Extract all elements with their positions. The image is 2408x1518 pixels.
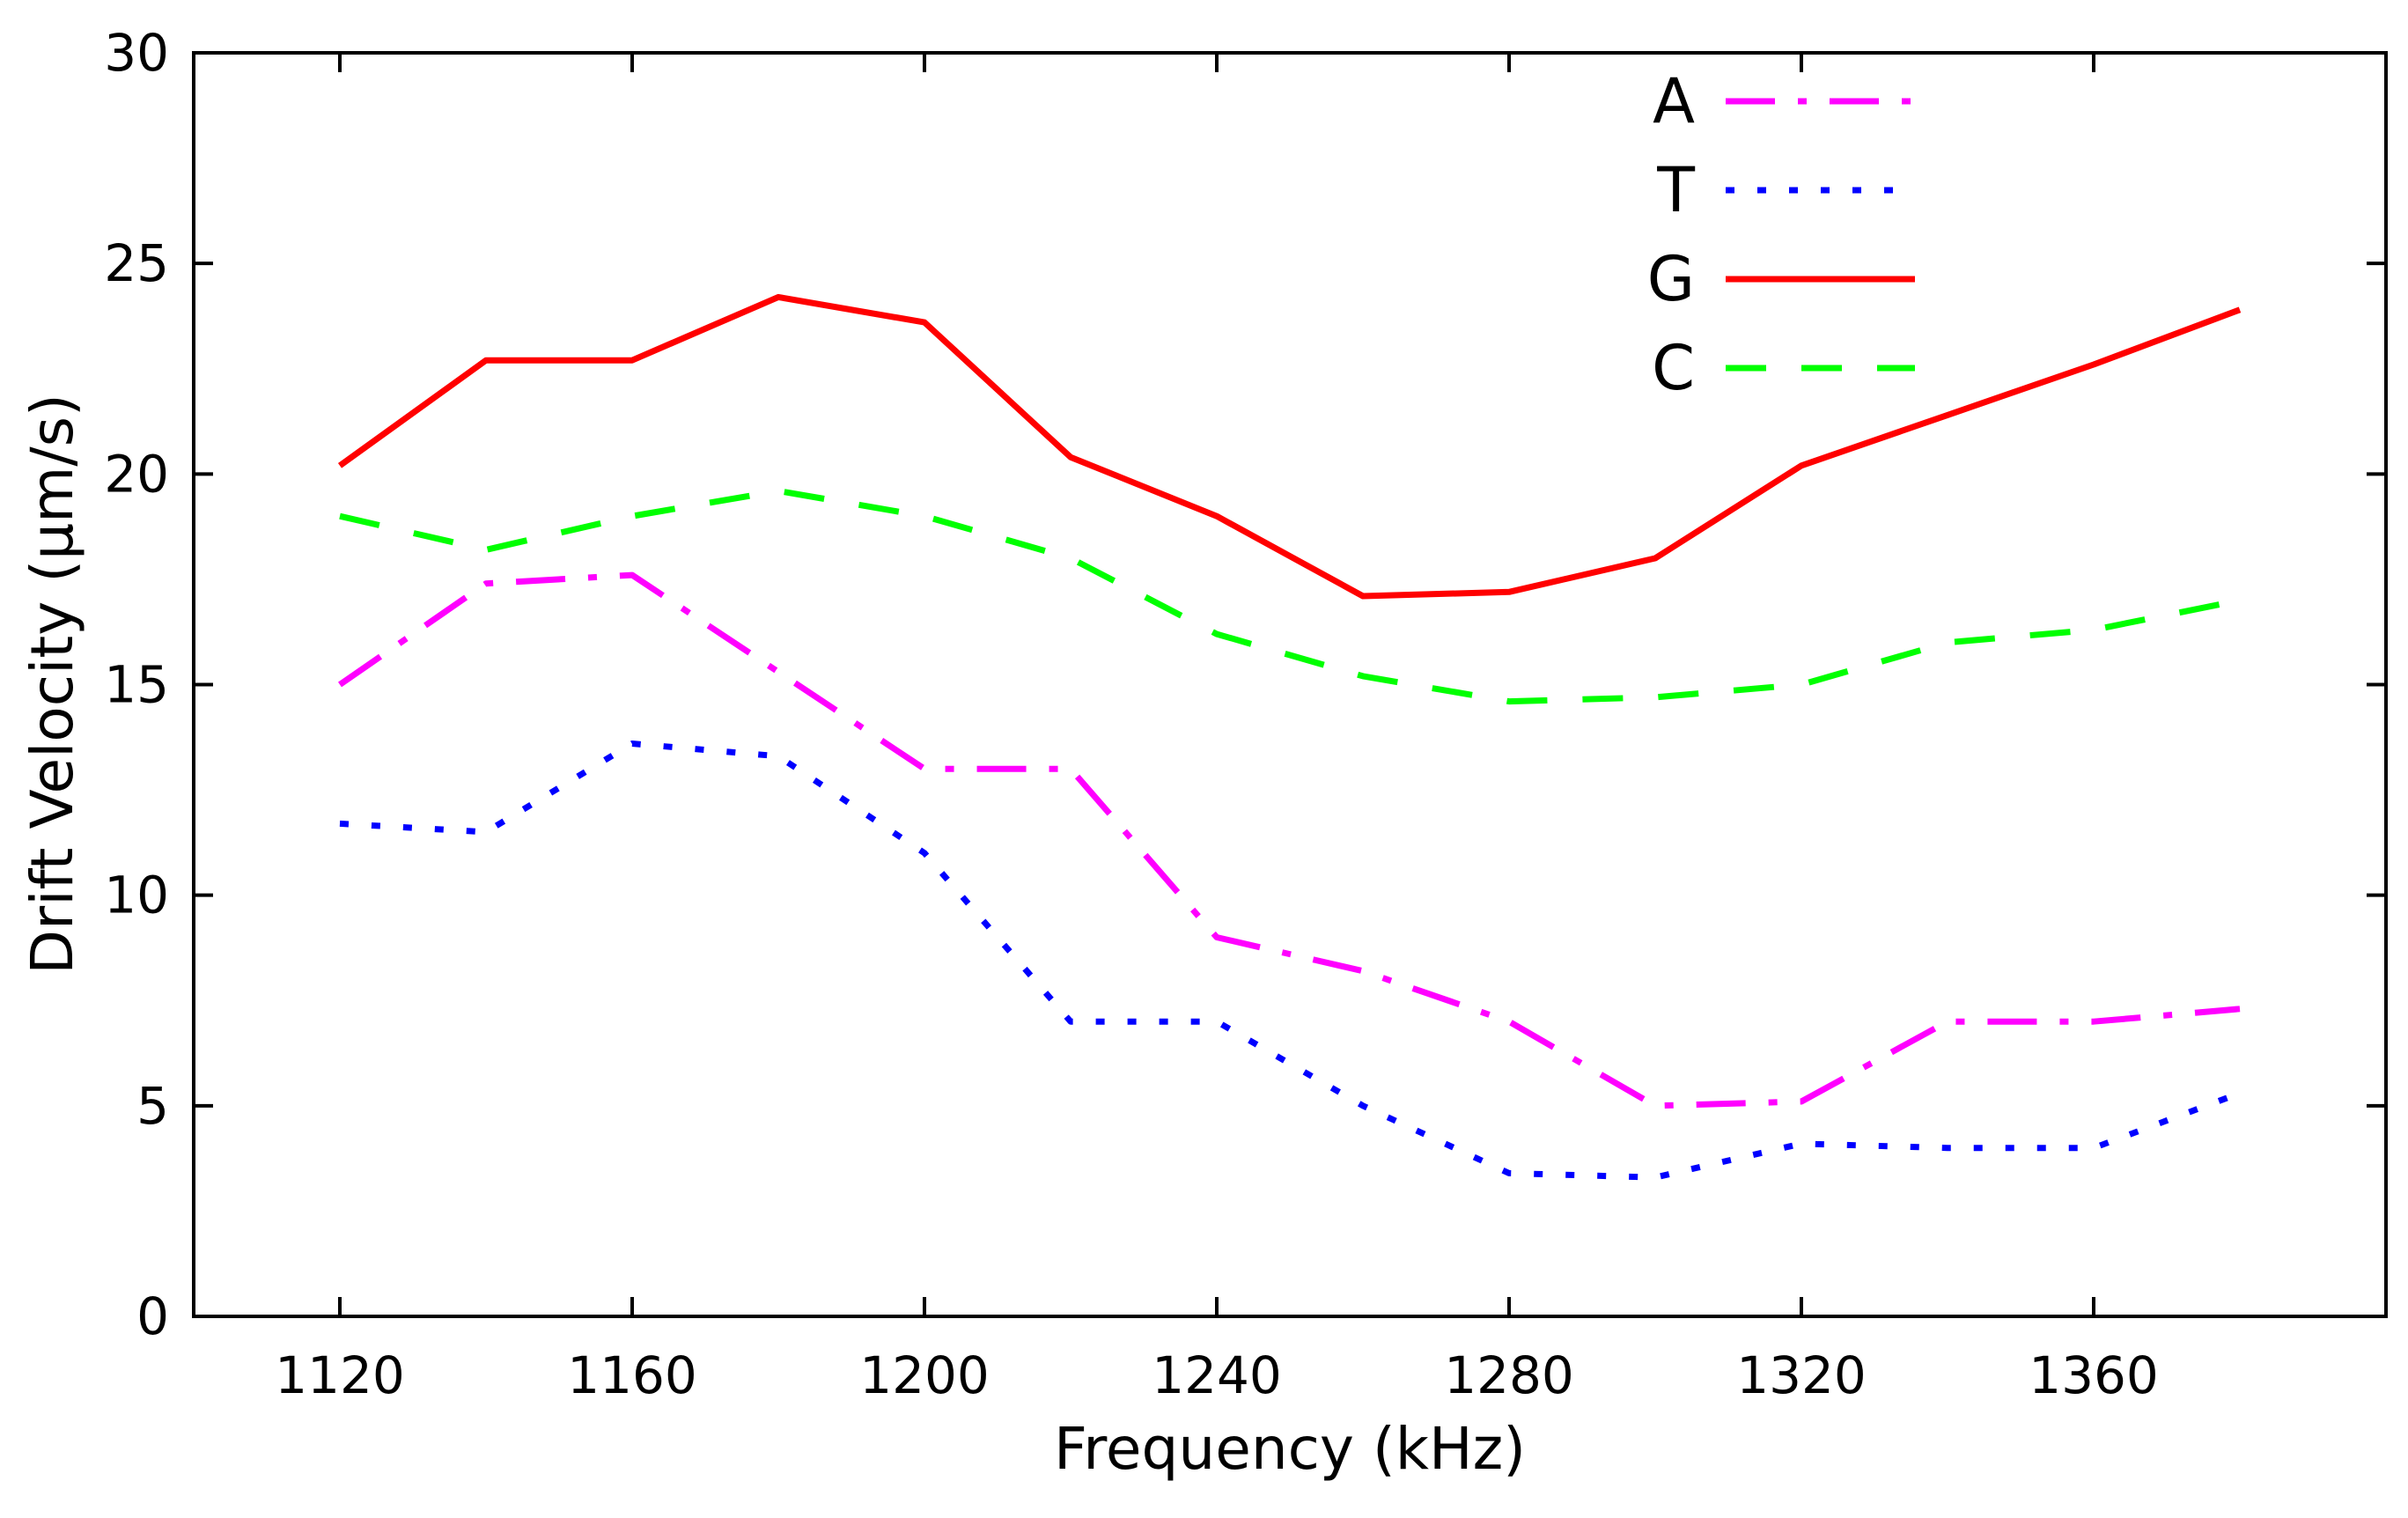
x-axis-title: Frequency (kHz) (1054, 1415, 1526, 1483)
x-tick-label: 1200 (859, 1345, 990, 1405)
y-tick-label: 5 (136, 1076, 169, 1136)
y-tick-label: 0 (136, 1286, 169, 1346)
x-tick-label: 1120 (275, 1345, 405, 1405)
series-line-a (338, 571, 2241, 1109)
series-lines (337, 293, 2242, 1181)
x-tick-label: 1160 (567, 1345, 697, 1405)
y-tick-label: 15 (104, 655, 169, 715)
series-line-g (337, 293, 2242, 600)
y-axis-title: Drift Velocity (μm/s) (18, 394, 86, 975)
legend-label-g: G (1647, 243, 1695, 315)
y-axis-ticks: 0 5 10 15 20 25 30 (104, 23, 2386, 1346)
y-tick-label: 25 (104, 233, 169, 293)
x-tick-label: 1320 (1736, 1345, 1867, 1405)
x-tick-label: 1240 (1152, 1345, 1282, 1405)
x-tick-label: 1280 (1444, 1345, 1574, 1405)
x-axis-ticks: 1120 1160 1200 1240 1280 1320 1360 (275, 53, 2159, 1405)
y-tick-label: 10 (104, 866, 169, 925)
legend-label-c: C (1652, 332, 1695, 404)
legend-label-t: T (1656, 154, 1695, 226)
plot-area (192, 51, 2388, 1318)
series-line-c (339, 488, 2241, 705)
legend-label-a: A (1653, 65, 1695, 137)
x-tick-label: 1360 (2029, 1345, 2159, 1405)
y-tick-label: 20 (104, 444, 169, 504)
y-tick-label: 30 (104, 23, 169, 83)
